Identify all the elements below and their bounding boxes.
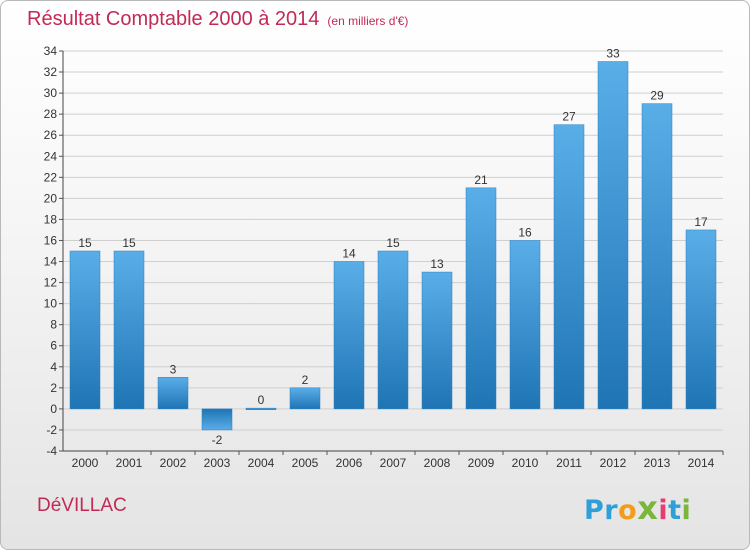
proxiti-logo[interactable]: Proxiti bbox=[584, 489, 691, 527]
bars bbox=[69, 61, 717, 431]
data-label-2013: 29 bbox=[650, 89, 664, 103]
bar-2011 bbox=[553, 124, 585, 410]
x-tick-label: 2000 bbox=[72, 456, 99, 470]
y-tick-label: 34 bbox=[44, 44, 58, 58]
commune-name: DéVILLAC bbox=[37, 495, 127, 516]
x-tick-label: 2006 bbox=[336, 456, 363, 470]
bar-2013 bbox=[641, 103, 673, 410]
data-label-2000: 15 bbox=[78, 236, 92, 250]
chart-unit: (en milliers d'€) bbox=[327, 14, 409, 28]
data-label-2008: 13 bbox=[430, 257, 444, 271]
x-tick-label: 2011 bbox=[556, 456, 582, 470]
bar-2007 bbox=[377, 250, 409, 410]
x-tick-label: 2010 bbox=[512, 456, 539, 470]
logo-letter: x bbox=[637, 489, 659, 527]
bar-2009 bbox=[465, 187, 497, 410]
data-label-2001: 15 bbox=[122, 236, 136, 250]
data-label-2007: 15 bbox=[386, 236, 400, 250]
data-label-2006: 14 bbox=[342, 247, 356, 261]
logo-letter: o bbox=[618, 495, 638, 526]
y-tick-label: -2 bbox=[46, 423, 57, 437]
x-tick-label: 2007 bbox=[380, 456, 407, 470]
data-label-2002: 3 bbox=[170, 362, 177, 376]
logo-letter: P bbox=[584, 495, 605, 526]
data-label-2010: 16 bbox=[518, 225, 532, 239]
bar-2003 bbox=[201, 408, 233, 431]
chart-title: Résultat Comptable 2000 à 2014 (en millie… bbox=[27, 8, 408, 31]
x-tick-label: 2008 bbox=[424, 456, 451, 470]
y-tick-label: 6 bbox=[50, 339, 57, 353]
bar-2006 bbox=[333, 261, 365, 410]
x-tick-label: 2013 bbox=[644, 456, 671, 470]
bar-2004 bbox=[245, 407, 277, 410]
y-tick-label: 4 bbox=[50, 360, 57, 374]
data-label-2014: 17 bbox=[694, 215, 708, 229]
logo-letter: i bbox=[681, 495, 692, 526]
data-label-2009: 21 bbox=[474, 173, 488, 187]
logo-letter: r bbox=[604, 495, 619, 526]
y-tick-label: 26 bbox=[44, 128, 58, 142]
x-tick-label: 2009 bbox=[468, 456, 495, 470]
x-tick-label: 2003 bbox=[204, 456, 231, 470]
data-label-2012: 33 bbox=[606, 47, 620, 61]
y-tick-label: 2 bbox=[50, 381, 57, 395]
logo-letter: i bbox=[658, 495, 669, 526]
bar-2005 bbox=[289, 387, 321, 410]
y-tick-label: 12 bbox=[44, 276, 58, 290]
y-tick-label: 10 bbox=[44, 297, 58, 311]
data-label-2003: -2 bbox=[212, 433, 223, 447]
x-tick-label: 2002 bbox=[160, 456, 187, 470]
x-tick-label: 2012 bbox=[600, 456, 627, 470]
x-tick-label: 2004 bbox=[248, 456, 275, 470]
bar-2012 bbox=[597, 61, 629, 410]
x-tick-label: 2014 bbox=[688, 456, 715, 470]
chart-title-text: Résultat Comptable 2000 à 2014 bbox=[27, 8, 320, 30]
y-tick-label: 16 bbox=[44, 233, 58, 247]
data-labels: 15 15 3 -2 0 2 14 15 13 21 16 27 33 29 17 bbox=[78, 47, 708, 447]
bar-2000 bbox=[69, 250, 101, 410]
y-tick-label: 20 bbox=[44, 191, 58, 205]
data-label-2005: 2 bbox=[302, 373, 309, 387]
y-tick-label: 0 bbox=[50, 402, 57, 416]
y-tick-label: 22 bbox=[44, 170, 58, 184]
y-tick-label: 8 bbox=[50, 318, 57, 332]
bar-2001 bbox=[113, 250, 145, 410]
y-tick-label: 24 bbox=[44, 149, 58, 163]
bar-2010 bbox=[509, 240, 541, 410]
bar-2008 bbox=[421, 271, 453, 410]
bar-2014 bbox=[685, 229, 717, 410]
x-tick-label: 2005 bbox=[292, 456, 319, 470]
data-label-2004: 0 bbox=[258, 393, 265, 407]
logo-letter: t bbox=[668, 495, 682, 526]
data-label-2011: 27 bbox=[562, 110, 576, 124]
y-tick-label: -4 bbox=[46, 444, 57, 458]
bar-2002 bbox=[157, 377, 189, 410]
y-tick-label: 30 bbox=[44, 86, 58, 100]
y-tick-label: 28 bbox=[44, 107, 58, 121]
x-tick-label: 2001 bbox=[116, 456, 143, 470]
y-tick-label: 18 bbox=[44, 212, 58, 226]
y-tick-label: 14 bbox=[44, 255, 58, 269]
y-tick-label: 32 bbox=[44, 65, 58, 79]
